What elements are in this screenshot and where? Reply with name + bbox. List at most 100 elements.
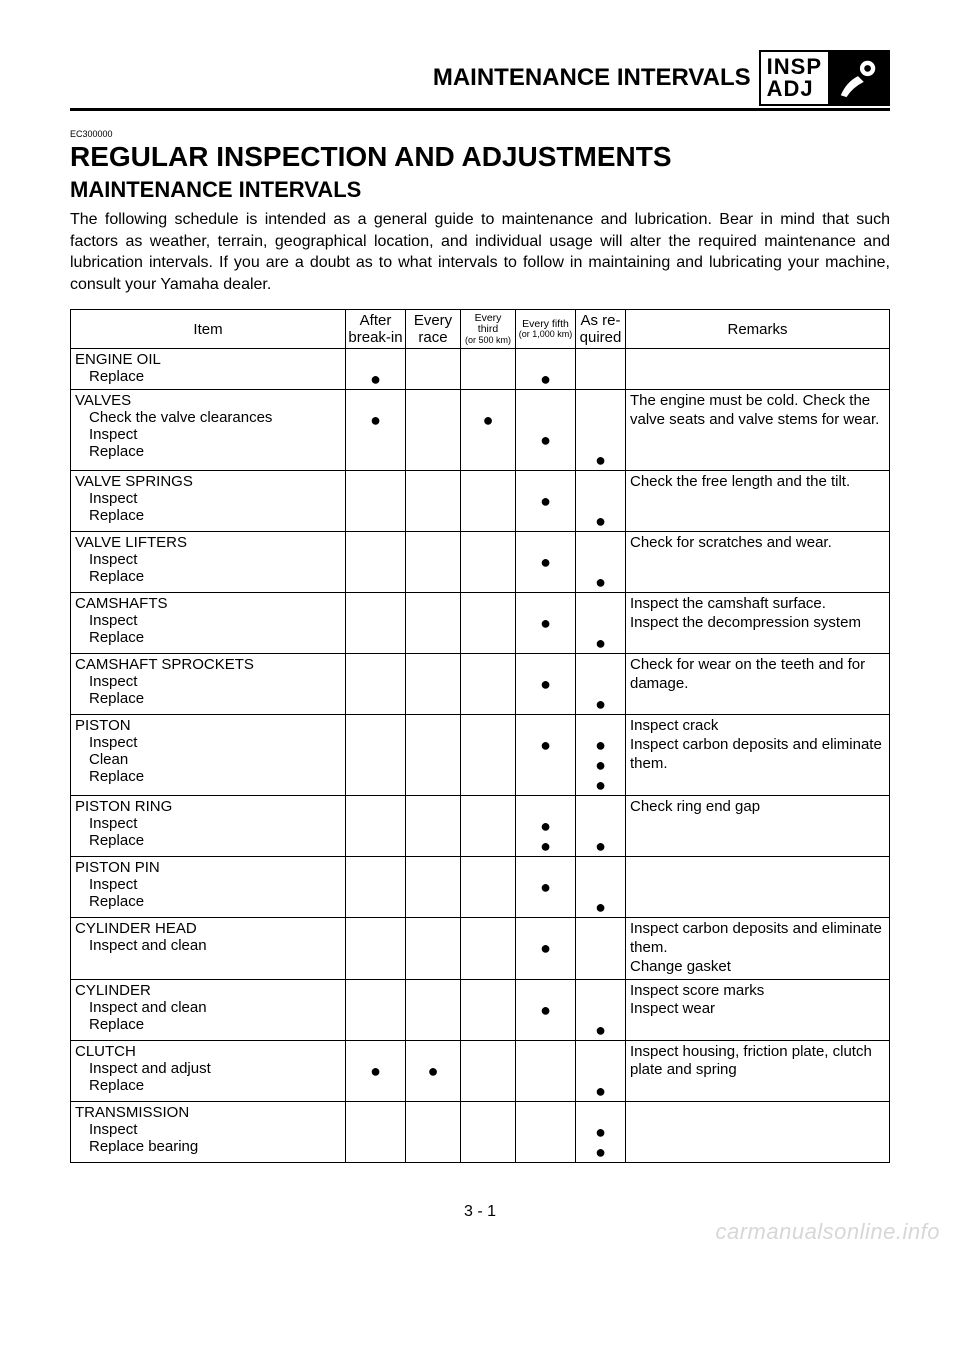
item-sub: Replace [75,443,341,460]
mark-cell [576,349,626,390]
item-cell: CLUTCHInspect and adjustReplace [71,1040,346,1101]
item-sub: Inspect [75,734,341,751]
section-badge: INSP ADJ [759,50,890,106]
table-row: ENGINE OILReplace●● [71,349,890,390]
item-cell: CAMSHAFTSInspectReplace [71,593,346,654]
item-sub: Inspect and clean [75,999,341,1016]
remarks-cell [626,1101,890,1162]
mark-cell: ● [516,390,576,471]
item-sub: Inspect [75,551,341,568]
item-sub: Replace [75,1016,341,1033]
item-title: PISTON RING [75,798,341,815]
item-cell: TRANSMISSIONInspectReplace bearing [71,1101,346,1162]
mark-cell [346,979,406,1040]
item-sub: Inspect [75,815,341,832]
mark-cell [406,654,461,715]
mark-cell [461,796,516,857]
mark-cell: ● [516,979,576,1040]
item-sub: Inspect [75,876,341,893]
remarks-cell: The engine must be cold. Check the valve… [626,390,890,471]
item-sub: Replace [75,768,341,785]
mark-cell: ● [516,715,576,796]
item-sub: Clean [75,751,341,768]
remarks-cell: Inspect score marks Inspect wear [626,979,890,1040]
mark-cell [516,1101,576,1162]
mark-cell: ● [516,471,576,532]
item-cell: CYLINDER HEADInspect and clean [71,918,346,979]
col-item: Item [71,310,346,349]
remarks-cell: Check for wear on the teeth and for dama… [626,654,890,715]
item-cell: VALVE SPRINGSInspectReplace [71,471,346,532]
document-code: EC300000 [70,129,890,139]
item-title: PISTON [75,717,341,734]
table-row: PISTON PINInspectReplace ●● [71,857,890,918]
mark-cell: ● [516,532,576,593]
remarks-cell: Inspect the camshaft surface. Inspect th… [626,593,890,654]
mark-cell [461,1040,516,1101]
mark-cell: ● [516,857,576,918]
item-cell: CYLINDERInspect and cleanReplace [71,979,346,1040]
mark-cell: ● [461,390,516,471]
table-row: CAMSHAFT SPROCKETSInspectReplace●●Check … [71,654,890,715]
mark-cell [461,654,516,715]
item-title: VALVE LIFTERS [75,534,341,551]
mark-cell: ● [406,1040,461,1101]
mark-cell: ● [576,857,626,918]
mark-cell [346,654,406,715]
item-sub: Inspect [75,1121,341,1138]
mark-cell [461,715,516,796]
mark-cell [406,918,461,979]
mark-cell [346,715,406,796]
col-req: As re-quired [576,310,626,349]
item-cell: PISTON RINGInspectReplace [71,796,346,857]
item-sub: Replace [75,568,341,585]
item-sub: Replace [75,507,341,524]
table-row: VALVESCheck the valve clearancesInspectR… [71,390,890,471]
mark-cell [576,918,626,979]
item-sub: Inspect and adjust [75,1060,341,1077]
wrench-target-icon [828,52,888,104]
watermark: carmanualsonline.info [715,1219,940,1245]
mark-cell: ●●● [576,715,626,796]
mark-cell [406,715,461,796]
table-row: CYLINDER HEADInspect and clean●Inspect c… [71,918,890,979]
item-title: CYLINDER [75,982,341,999]
header-title: MAINTENANCE INTERVALS [433,64,751,92]
mark-cell [461,349,516,390]
mark-cell: ● [576,593,626,654]
heading-1: REGULAR INSPECTION AND ADJUSTMENTS [70,141,890,173]
remarks-cell [626,857,890,918]
col-remarks: Remarks [626,310,890,349]
mark-cell [516,1040,576,1101]
mark-cell [346,796,406,857]
mark-cell [461,471,516,532]
item-cell: PISTON PINInspectReplace [71,857,346,918]
mark-cell: ● [516,918,576,979]
mark-cell [406,593,461,654]
table-header-row: Item After break-in Every race Every thi… [71,310,890,349]
mark-cell [406,857,461,918]
item-title: CAMSHAFTS [75,595,341,612]
table-row: TRANSMISSIONInspectReplace bearing●● [71,1101,890,1162]
badge-top: INSP [767,56,822,78]
mark-cell [406,979,461,1040]
intro-paragraph: The following schedule is intended as a … [70,209,890,295]
mark-cell [461,857,516,918]
col-fifth: Every fifth (or 1,000 km) [516,310,576,349]
mark-cell [461,918,516,979]
item-sub: Inspect [75,426,341,443]
mark-cell: ● [516,349,576,390]
item-title: TRANSMISSION [75,1104,341,1121]
item-sub: Check the valve clearances [75,409,341,426]
mark-cell: ● [576,796,626,857]
table-row: PISTONInspectCleanReplace●●●●Inspect cra… [71,715,890,796]
item-cell: ENGINE OILReplace [71,349,346,390]
mark-cell [346,532,406,593]
remarks-cell [626,349,890,390]
mark-cell: ● [576,1040,626,1101]
mark-cell: ● [576,532,626,593]
remarks-cell: Inspect crack Inspect carbon deposits an… [626,715,890,796]
table-row: CAMSHAFTSInspectReplace●●Inspect the cam… [71,593,890,654]
mark-cell [461,593,516,654]
mark-cell [346,1101,406,1162]
